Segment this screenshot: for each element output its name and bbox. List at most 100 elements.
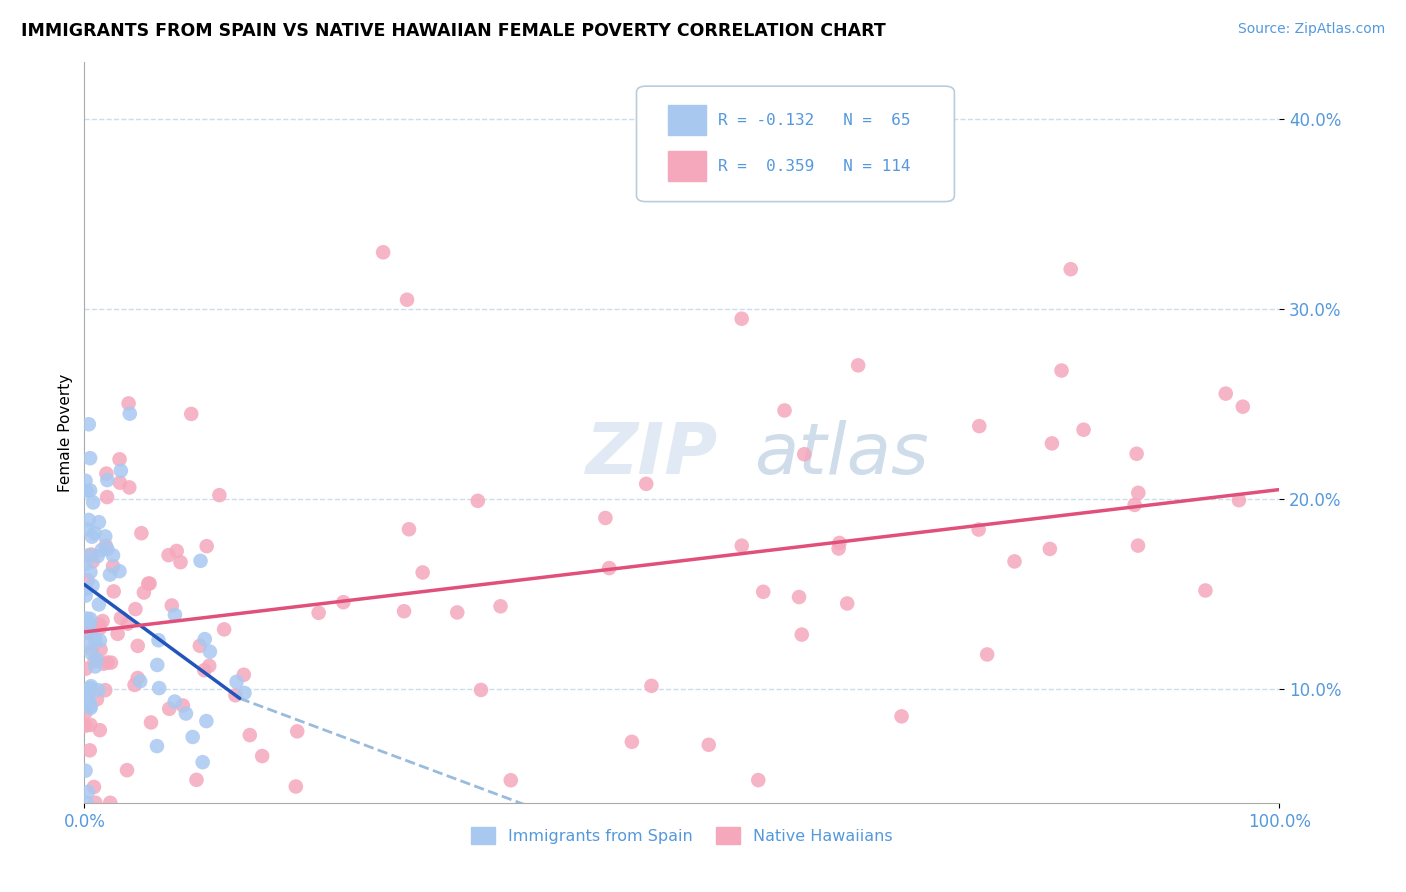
Point bbox=[117, 396, 139, 410]
Point bbox=[157, 702, 180, 716]
Point bbox=[136, 576, 159, 591]
Point bbox=[110, 611, 132, 625]
Point bbox=[198, 658, 221, 673]
Point bbox=[1125, 447, 1147, 461]
FancyBboxPatch shape bbox=[637, 87, 955, 202]
Point bbox=[827, 541, 849, 556]
Point bbox=[82, 495, 104, 509]
Point bbox=[793, 447, 815, 461]
Point bbox=[96, 542, 118, 557]
Point bbox=[224, 688, 246, 702]
Point bbox=[90, 642, 112, 657]
Point bbox=[190, 554, 212, 568]
Point bbox=[79, 612, 101, 626]
Point bbox=[108, 452, 131, 467]
Point bbox=[82, 579, 104, 593]
Point bbox=[127, 639, 149, 653]
Point bbox=[77, 785, 100, 799]
Point bbox=[967, 419, 990, 434]
Text: R =  0.359   N = 114: R = 0.359 N = 114 bbox=[718, 159, 910, 174]
Point bbox=[131, 526, 153, 541]
Point bbox=[94, 529, 117, 543]
Point bbox=[94, 683, 117, 698]
Point bbox=[108, 475, 131, 490]
Point bbox=[620, 735, 643, 749]
Point bbox=[640, 679, 662, 693]
Y-axis label: Female Poverty: Female Poverty bbox=[58, 374, 73, 491]
Point bbox=[80, 681, 103, 696]
Point bbox=[89, 633, 111, 648]
Point bbox=[100, 656, 122, 670]
Point bbox=[79, 699, 101, 714]
Point bbox=[75, 662, 97, 676]
Point bbox=[83, 526, 105, 541]
Point bbox=[91, 614, 114, 628]
Point bbox=[1215, 386, 1237, 401]
Text: R = -0.132   N =  65: R = -0.132 N = 65 bbox=[718, 112, 910, 128]
Point bbox=[101, 559, 124, 574]
Point bbox=[636, 476, 658, 491]
Point bbox=[332, 595, 354, 609]
Point bbox=[697, 738, 720, 752]
Point bbox=[195, 714, 218, 728]
Point bbox=[89, 617, 111, 632]
Point bbox=[146, 739, 169, 753]
Point bbox=[1050, 363, 1073, 377]
Point bbox=[108, 564, 131, 578]
Point bbox=[76, 611, 98, 625]
Point bbox=[101, 549, 124, 563]
Point bbox=[118, 480, 141, 494]
Point bbox=[77, 694, 100, 708]
Point bbox=[76, 574, 98, 588]
Legend: Immigrants from Spain, Native Hawaiians: Immigrants from Spain, Native Hawaiians bbox=[464, 821, 900, 850]
Point bbox=[84, 632, 107, 647]
Point bbox=[747, 773, 769, 788]
Point bbox=[846, 359, 869, 373]
Point bbox=[967, 523, 990, 537]
Point bbox=[129, 674, 152, 689]
Point bbox=[86, 652, 108, 666]
Point bbox=[76, 484, 98, 499]
Bar bbox=[668, 152, 706, 181]
Point bbox=[212, 623, 235, 637]
Point bbox=[1040, 436, 1063, 450]
Point bbox=[80, 548, 103, 562]
Point bbox=[76, 637, 98, 651]
Point bbox=[1039, 541, 1062, 556]
Point bbox=[87, 683, 110, 698]
Point bbox=[80, 626, 103, 640]
Point bbox=[117, 616, 139, 631]
Point bbox=[731, 311, 754, 326]
Point bbox=[93, 657, 115, 671]
Point bbox=[1060, 262, 1083, 277]
Point bbox=[79, 451, 101, 466]
Point bbox=[198, 645, 221, 659]
Point bbox=[1004, 554, 1026, 568]
Point bbox=[79, 565, 101, 579]
Point bbox=[1126, 539, 1149, 553]
Point bbox=[239, 728, 262, 742]
Point bbox=[83, 780, 105, 794]
Point bbox=[77, 549, 100, 563]
Point bbox=[76, 796, 98, 810]
Point bbox=[103, 584, 125, 599]
Point bbox=[75, 582, 97, 597]
Point bbox=[77, 681, 100, 696]
Point bbox=[232, 667, 254, 681]
Point bbox=[76, 690, 98, 705]
Point bbox=[731, 539, 754, 553]
Point bbox=[87, 598, 110, 612]
Point bbox=[79, 701, 101, 715]
Point bbox=[86, 692, 108, 706]
Point bbox=[84, 659, 107, 673]
Point bbox=[77, 513, 100, 527]
Point bbox=[80, 646, 103, 660]
Point bbox=[499, 773, 522, 788]
Point bbox=[195, 539, 218, 553]
Text: Source: ZipAtlas.com: Source: ZipAtlas.com bbox=[1237, 22, 1385, 37]
Point bbox=[146, 657, 169, 672]
Point bbox=[752, 584, 775, 599]
Point bbox=[89, 621, 111, 635]
Point bbox=[166, 544, 188, 558]
Point bbox=[233, 686, 256, 700]
